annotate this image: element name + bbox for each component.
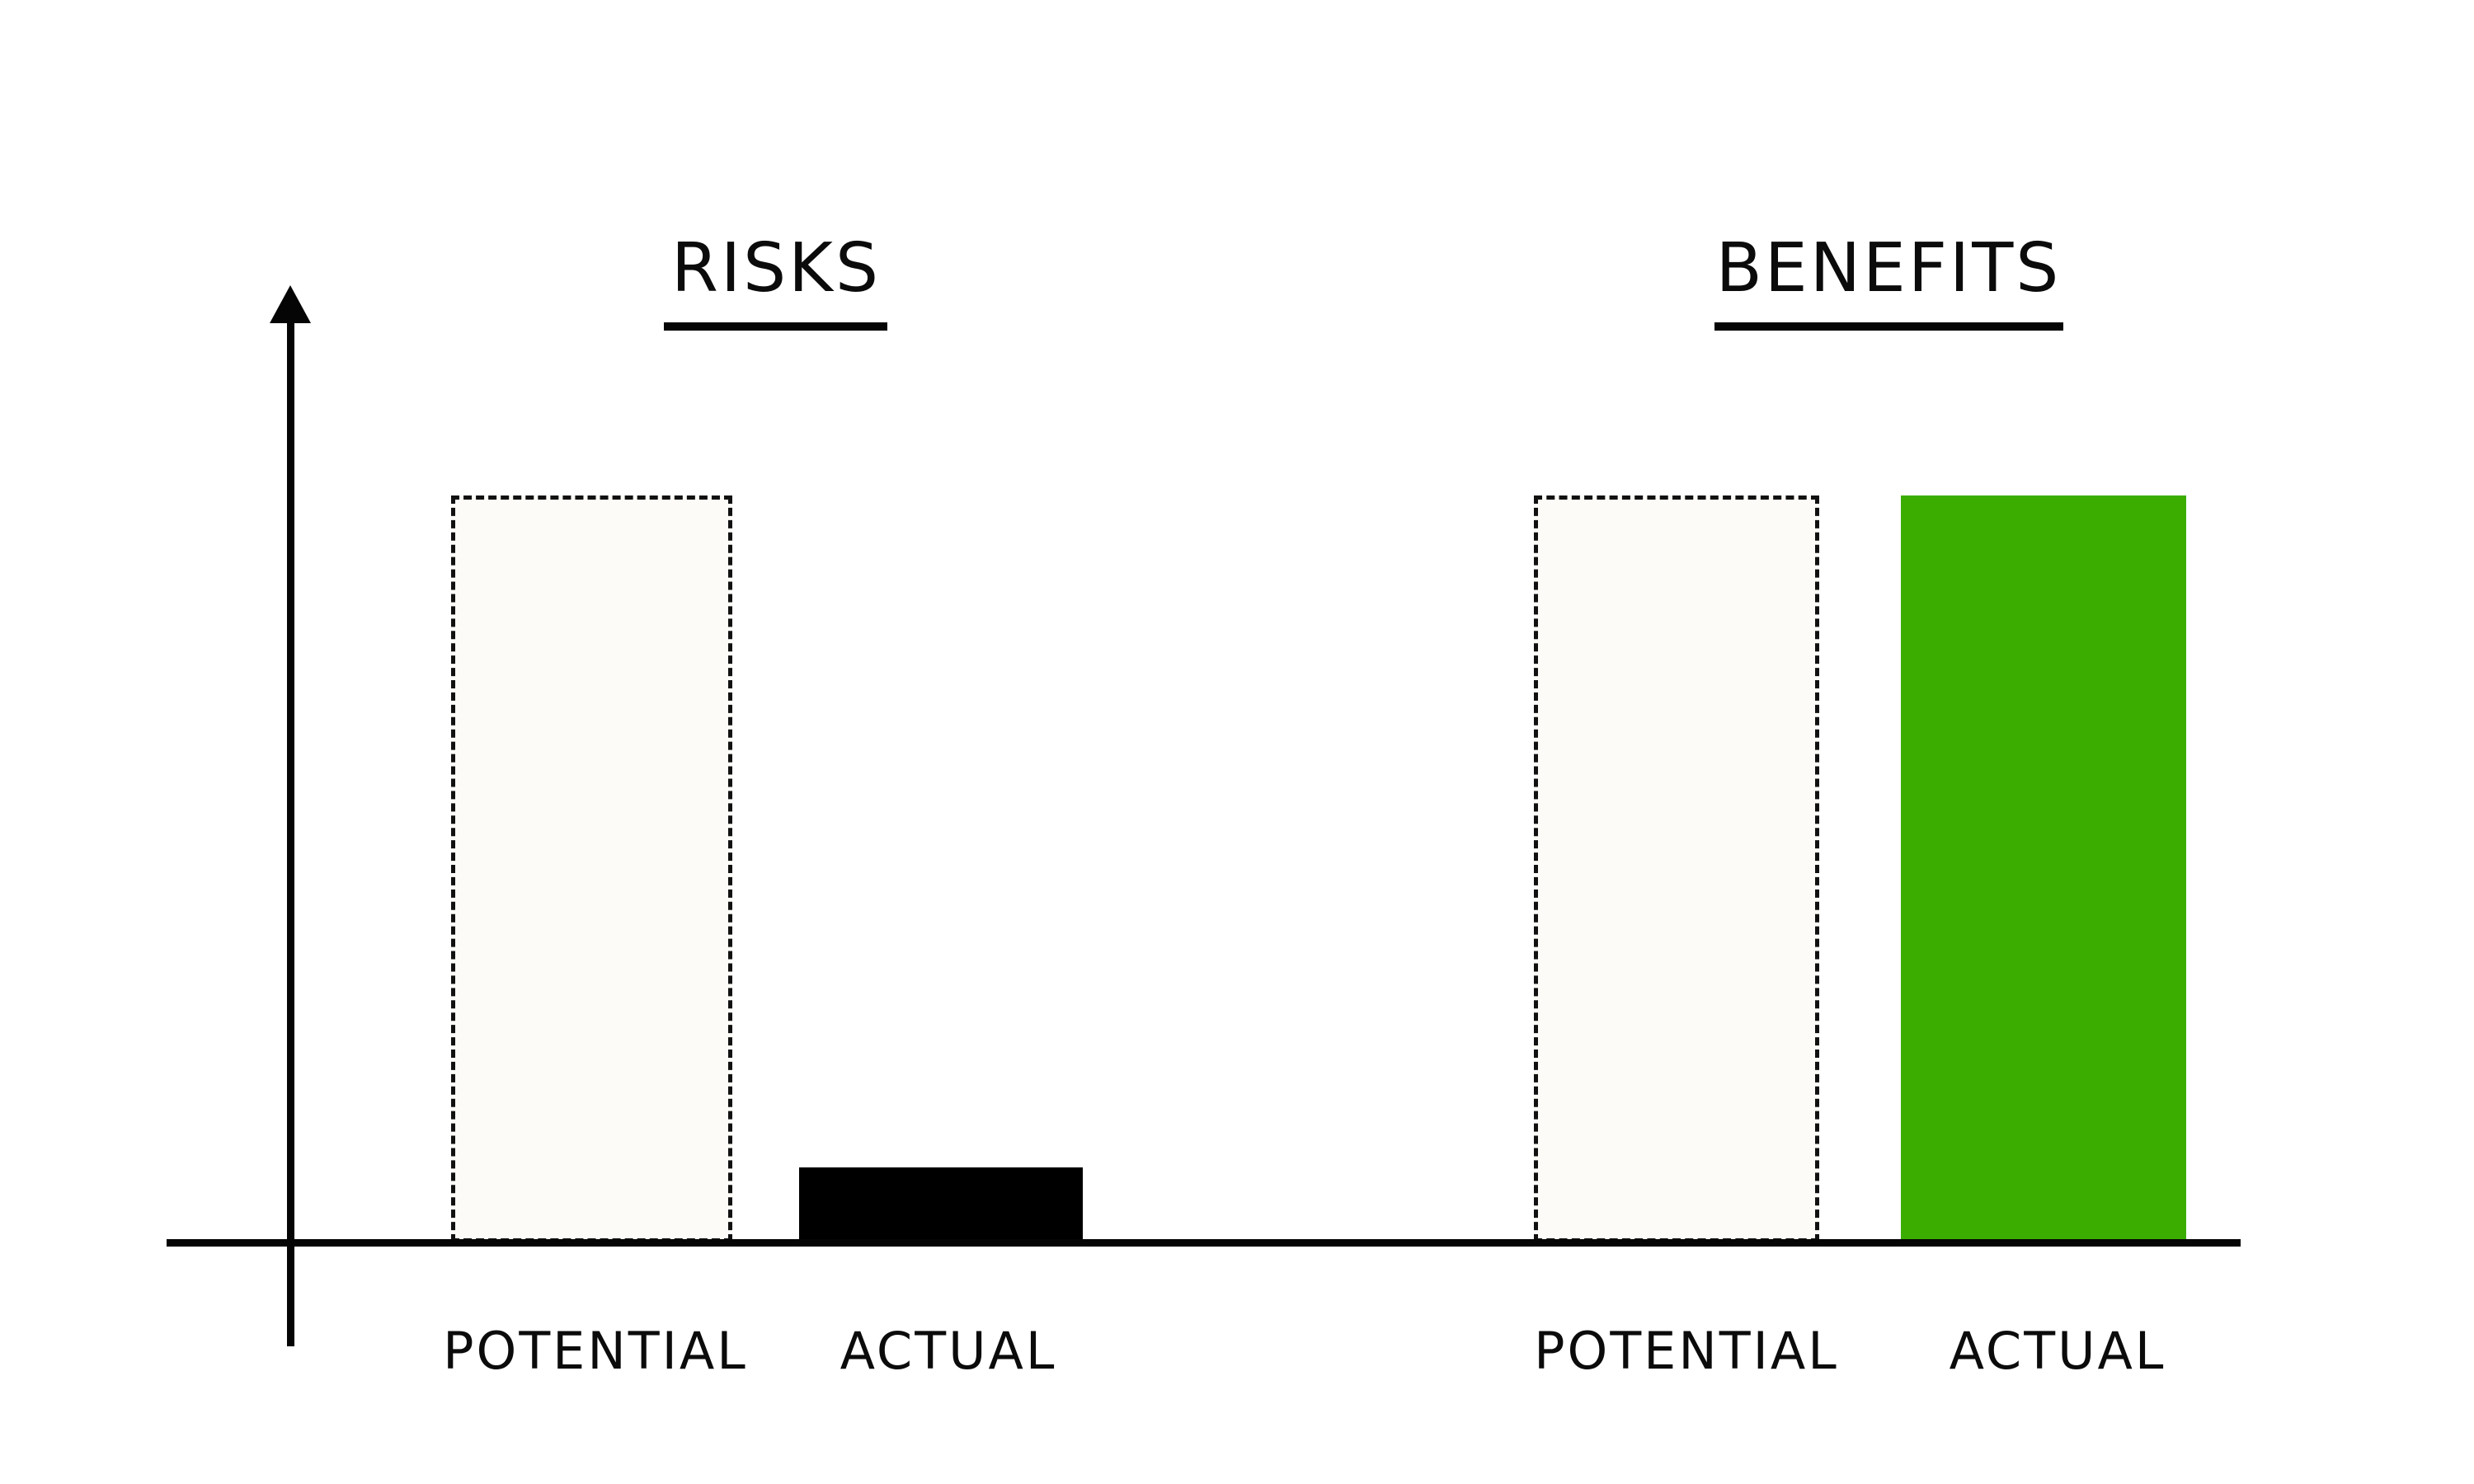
risks-title-underline [664, 322, 887, 331]
y-axis-arrow-icon [270, 285, 311, 323]
benefits-potential-label: POTENTIAL [1534, 1321, 1839, 1381]
risks-potential-label: POTENTIAL [443, 1321, 748, 1381]
risks-actual-label: ACTUAL [840, 1321, 1057, 1381]
benefits-potential-bar [1534, 495, 1819, 1242]
risks-actual-bar [799, 1167, 1083, 1242]
risks-title: RISKS [670, 229, 882, 308]
benefits-actual-label: ACTUAL [1949, 1321, 2166, 1381]
x-axis-line [167, 1239, 2241, 1247]
benefits-title: BENEFITS [1715, 229, 2062, 308]
benefits-actual-bar [1901, 495, 2186, 1242]
benefits-title-underline [1714, 322, 2063, 331]
y-axis-line [287, 317, 294, 1346]
risks-potential-bar [451, 495, 732, 1242]
